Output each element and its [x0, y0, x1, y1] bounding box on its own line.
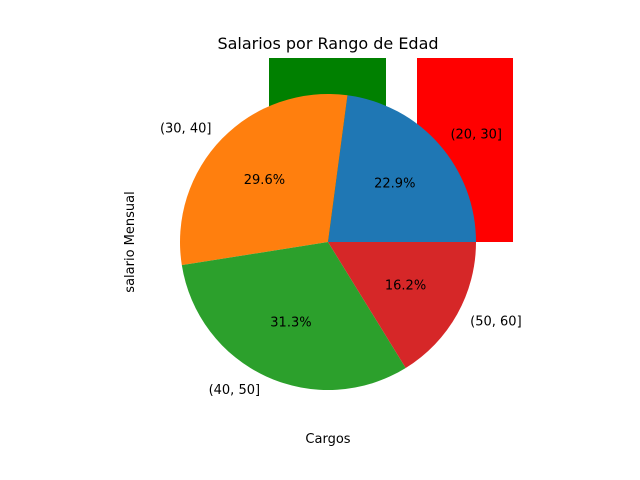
pie-percent-label: 22.9%	[374, 176, 415, 191]
pie-percent-labels: 22.9% 29.6% 31.3% 16.2%	[244, 173, 426, 331]
pie-percent-label: 29.6%	[244, 173, 285, 188]
x-axis-label: Cargos	[305, 432, 350, 447]
pie-percent-label: 16.2%	[385, 278, 426, 293]
pie-percent-label: 31.3%	[270, 316, 311, 331]
pie-slice-labels: (20, 30] (30, 40] (40, 50] (50, 60]	[160, 121, 522, 398]
y-axis-label: salario Mensual	[123, 191, 138, 292]
pie-slice	[180, 93, 348, 266]
pie-slice	[328, 95, 476, 242]
pie-slice	[181, 242, 406, 390]
pie-slice	[328, 242, 476, 368]
pie-slice-label: (50, 60]	[470, 314, 522, 329]
pie-slices	[180, 93, 476, 390]
pie-slice-label: (20, 30]	[450, 128, 502, 143]
pie-slice-label: (40, 50]	[209, 383, 261, 398]
pie-slice-label: (30, 40]	[160, 121, 212, 136]
chart-title: Salarios por Rango de Edad	[217, 34, 438, 53]
